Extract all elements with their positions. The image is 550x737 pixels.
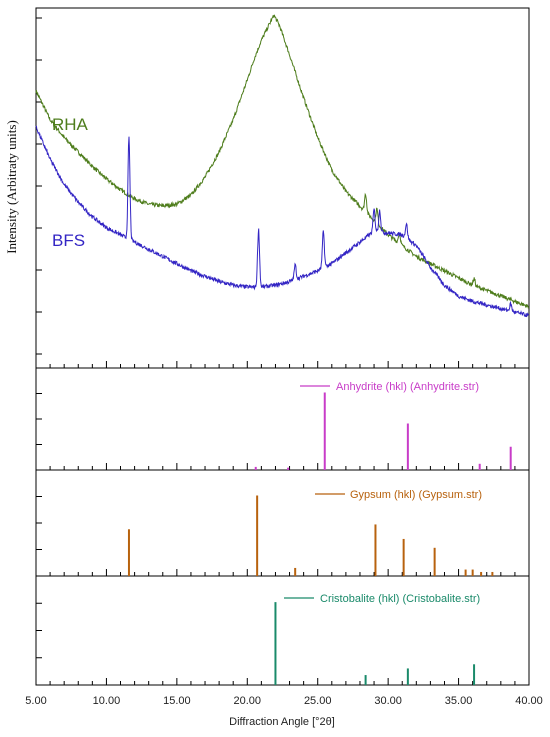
legend-label-cristobalite: Cristobalite (hkl) (Cristobalite.str) (320, 593, 480, 605)
legend-label-gypsum: Gypsum (hkl) (Gypsum.str) (350, 489, 482, 501)
x-tick-label: 20.00 (234, 695, 262, 707)
x-tick-label: 5.00 (25, 695, 46, 707)
series-line-rha (35, 14, 530, 309)
plot-layer: 5.00 10.00 15.00 20.00 25.00 30.00 35.00 40.00 (25, 7, 543, 707)
series-label-rha: RHA (52, 115, 89, 134)
series-line-bfs (35, 125, 530, 318)
series-label-bfs: BFS (52, 231, 85, 250)
panel-frame-2 (35, 469, 530, 577)
x-tick-label: 15.00 (163, 695, 191, 707)
panel-frame-0 (35, 7, 530, 369)
x-tick-label: 35.00 (445, 695, 473, 707)
legend-label-anhydrite: Anhydrite (hkl) (Anhydrite.str) (336, 381, 479, 393)
x-tick-label: 40.00 (515, 695, 543, 707)
x-axis-label: Diffraction Angle [°2θ] (229, 716, 335, 728)
x-tick-label: 10.00 (93, 695, 121, 707)
y-axis-label: Intensity (Arbitraty units) (4, 120, 19, 254)
x-tick-label: 30.00 (374, 695, 402, 707)
x-tick-label: 25.00 (304, 695, 332, 707)
